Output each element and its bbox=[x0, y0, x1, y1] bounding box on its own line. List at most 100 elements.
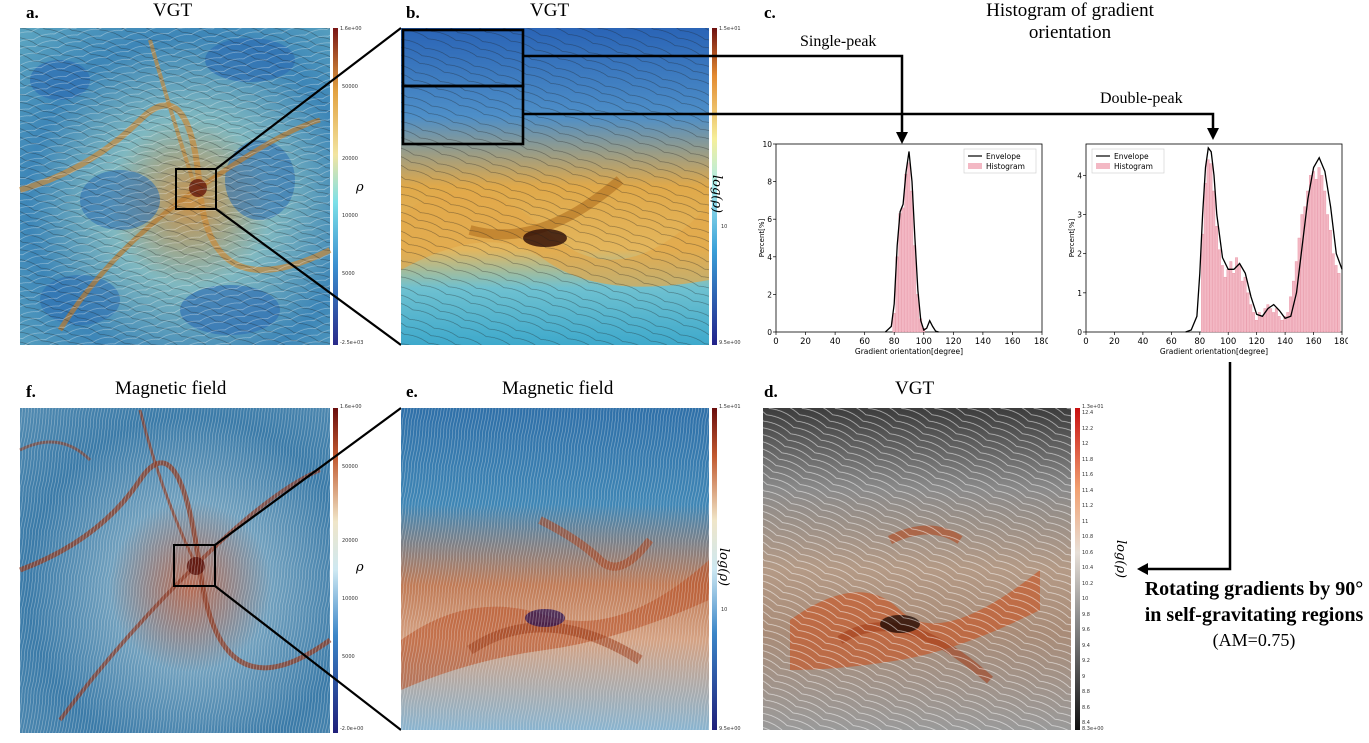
panel-d-cbar-tick: 9.2 bbox=[1082, 658, 1090, 664]
histogram-bar bbox=[1235, 257, 1238, 333]
x-tick-label: 60 bbox=[859, 337, 870, 347]
histogram-bar bbox=[1255, 320, 1258, 333]
histogram-bar bbox=[1303, 206, 1307, 333]
panel-f-cbar-tick: 10000 bbox=[342, 596, 358, 602]
panel-d-cbar-min: 8.3e+00 bbox=[1082, 726, 1104, 732]
panel-d-cbar-tick: 10.8 bbox=[1082, 534, 1094, 540]
panel-d-cbar-tick: 12.4 bbox=[1082, 410, 1094, 416]
panel-d-cbar-tick: 11.8 bbox=[1082, 456, 1094, 463]
panel-d-cbar-tick: 8.8 bbox=[1082, 689, 1090, 695]
panel-a-label: a. bbox=[26, 3, 39, 22]
annotation-line1: Rotating gradients by 90° bbox=[1144, 578, 1364, 600]
panel-e-label: e. bbox=[406, 382, 418, 401]
x-tick-label: 40 bbox=[1137, 337, 1148, 347]
legend-histogram-swatch bbox=[1096, 163, 1110, 169]
x-axis-label: Gradient orientation[degree] bbox=[1160, 347, 1268, 356]
x-tick-label: 120 bbox=[1249, 337, 1265, 347]
panel-e-colorbar bbox=[712, 408, 717, 730]
panel-d-cbar-tick: 10.4 bbox=[1082, 565, 1094, 571]
histogram-double-peak: 0 20 40 60 80 100 120 140 160 180 0 1 2 3 4 Gradient or… bbox=[1068, 143, 1348, 356]
x-tick-label: 100 bbox=[916, 337, 932, 347]
y-axis-label: Percent[%] bbox=[758, 219, 766, 258]
panel-d-cbar-tick: 9 bbox=[1082, 673, 1086, 680]
panel-e-cbar-label: log(ρ) bbox=[716, 548, 731, 587]
histogram-bar bbox=[1209, 163, 1213, 333]
histogram-bar bbox=[907, 162, 911, 333]
histogram-bar bbox=[1320, 175, 1324, 333]
panel-d-cbar-ticks: 12.4 12.2 12 11.8 11.6 11.4 11.2 11 10.8 10.6 10.4… bbox=[1082, 410, 1112, 728]
y-tick-label: 8 bbox=[767, 178, 772, 187]
panel-a-cbar-label: ρ bbox=[356, 180, 364, 195]
x-tick-label: 20 bbox=[1109, 337, 1120, 347]
panel-d-cbar-max: 1.3e+01 bbox=[1082, 404, 1104, 410]
single-peak-label: Single-peak bbox=[800, 33, 877, 50]
panel-f-cbar-tick: 20000 bbox=[342, 538, 358, 544]
legend-histogram-swatch bbox=[968, 163, 982, 169]
annotation-block: Rotating gradients by 90° in self-gravit… bbox=[1140, 576, 1368, 652]
histogram-bar bbox=[1297, 237, 1301, 333]
envelope-line bbox=[1185, 146, 1343, 333]
histogram-bar bbox=[1331, 253, 1335, 333]
histogram-bar bbox=[1203, 182, 1207, 333]
histogram-bar bbox=[1334, 265, 1338, 333]
panel-b-colorbar bbox=[712, 28, 717, 345]
x-tick-label: 120 bbox=[945, 337, 961, 347]
panel-a-cbar-tick: 20000 bbox=[342, 156, 358, 162]
panel-d-cbar-tick: 11.6 bbox=[1082, 472, 1094, 478]
legend-histogram-label: Histogram bbox=[986, 162, 1025, 171]
histogram-bar bbox=[1246, 292, 1250, 333]
y-tick-label: 0 bbox=[767, 328, 772, 337]
histogram-bar bbox=[1309, 175, 1312, 333]
histogram-bar bbox=[1274, 308, 1278, 333]
y-tick-label: 2 bbox=[1077, 250, 1082, 259]
legend-envelope-label: Envelope bbox=[1114, 152, 1149, 161]
histogram-bar bbox=[1220, 265, 1224, 333]
annotation-line2: in self-gravitating regions bbox=[1144, 604, 1364, 626]
histogram-bar bbox=[1249, 304, 1253, 333]
panel-d-cbar-tick: 12.2 bbox=[1082, 425, 1094, 432]
histogram-bar bbox=[1317, 167, 1321, 333]
y-tick-label: 3 bbox=[1077, 211, 1082, 220]
x-tick-label: 0 bbox=[773, 337, 778, 347]
histogram-bar bbox=[1329, 229, 1332, 333]
x-tick-label: 180 bbox=[1334, 337, 1348, 347]
panel-d-cbar-tick: 9.6 bbox=[1082, 627, 1090, 633]
histogram-bar bbox=[1223, 276, 1227, 333]
histogram-bar bbox=[1263, 308, 1267, 333]
panel-d-cbar-tick: 10.2 bbox=[1082, 580, 1094, 587]
x-tick-label: 160 bbox=[1305, 337, 1321, 347]
panel-d-cbar-tick: 11.4 bbox=[1082, 487, 1094, 494]
histogram-bar bbox=[1323, 190, 1327, 333]
y-tick-label: 1 bbox=[1077, 289, 1082, 298]
histogram-bar bbox=[1260, 316, 1264, 333]
annotation-line3: (AM=0.75) bbox=[1212, 630, 1296, 650]
panel-d-cbar-tick: 10.6 bbox=[1082, 549, 1094, 556]
histogram-bar bbox=[1277, 316, 1281, 333]
histogram-bar bbox=[1237, 265, 1241, 333]
panel-e-cbar-tick: 10 bbox=[721, 607, 728, 613]
y-tick-label: 10 bbox=[762, 140, 772, 149]
x-tick-label: 0 bbox=[1083, 337, 1088, 347]
x-tick-label: 100 bbox=[1220, 337, 1236, 347]
histogram-bar bbox=[1240, 280, 1244, 333]
panel-b-cbar-tick: 10 bbox=[721, 224, 728, 230]
histogram-bar bbox=[901, 207, 905, 333]
panel-e-title: Magnetic field bbox=[502, 378, 614, 399]
y-tick-label: 6 bbox=[767, 215, 772, 224]
y-tick-label: 2 bbox=[767, 290, 772, 299]
panel-a-colorbar bbox=[333, 28, 338, 345]
x-tick-label: 60 bbox=[1166, 337, 1177, 347]
y-axis-label: Percent[%] bbox=[1068, 219, 1076, 258]
x-tick-label: 80 bbox=[889, 337, 900, 347]
histogram-bar bbox=[1269, 308, 1273, 333]
histogram-bar bbox=[1257, 312, 1261, 333]
y-tick-label: 4 bbox=[767, 253, 772, 262]
panel-d-cbar-tick: 8.6 bbox=[1082, 704, 1090, 711]
envelope-line bbox=[884, 151, 939, 333]
panel-f-zoom-box bbox=[173, 544, 216, 587]
panel-d-cbar-tick: 10 bbox=[1082, 596, 1089, 602]
x-tick-label: 140 bbox=[1277, 337, 1293, 347]
panel-e-cbar-min: 9.5e+00 bbox=[719, 726, 741, 732]
panel-a-cbar-tick: 5000 bbox=[342, 271, 355, 277]
histogram-bar bbox=[1200, 233, 1204, 333]
